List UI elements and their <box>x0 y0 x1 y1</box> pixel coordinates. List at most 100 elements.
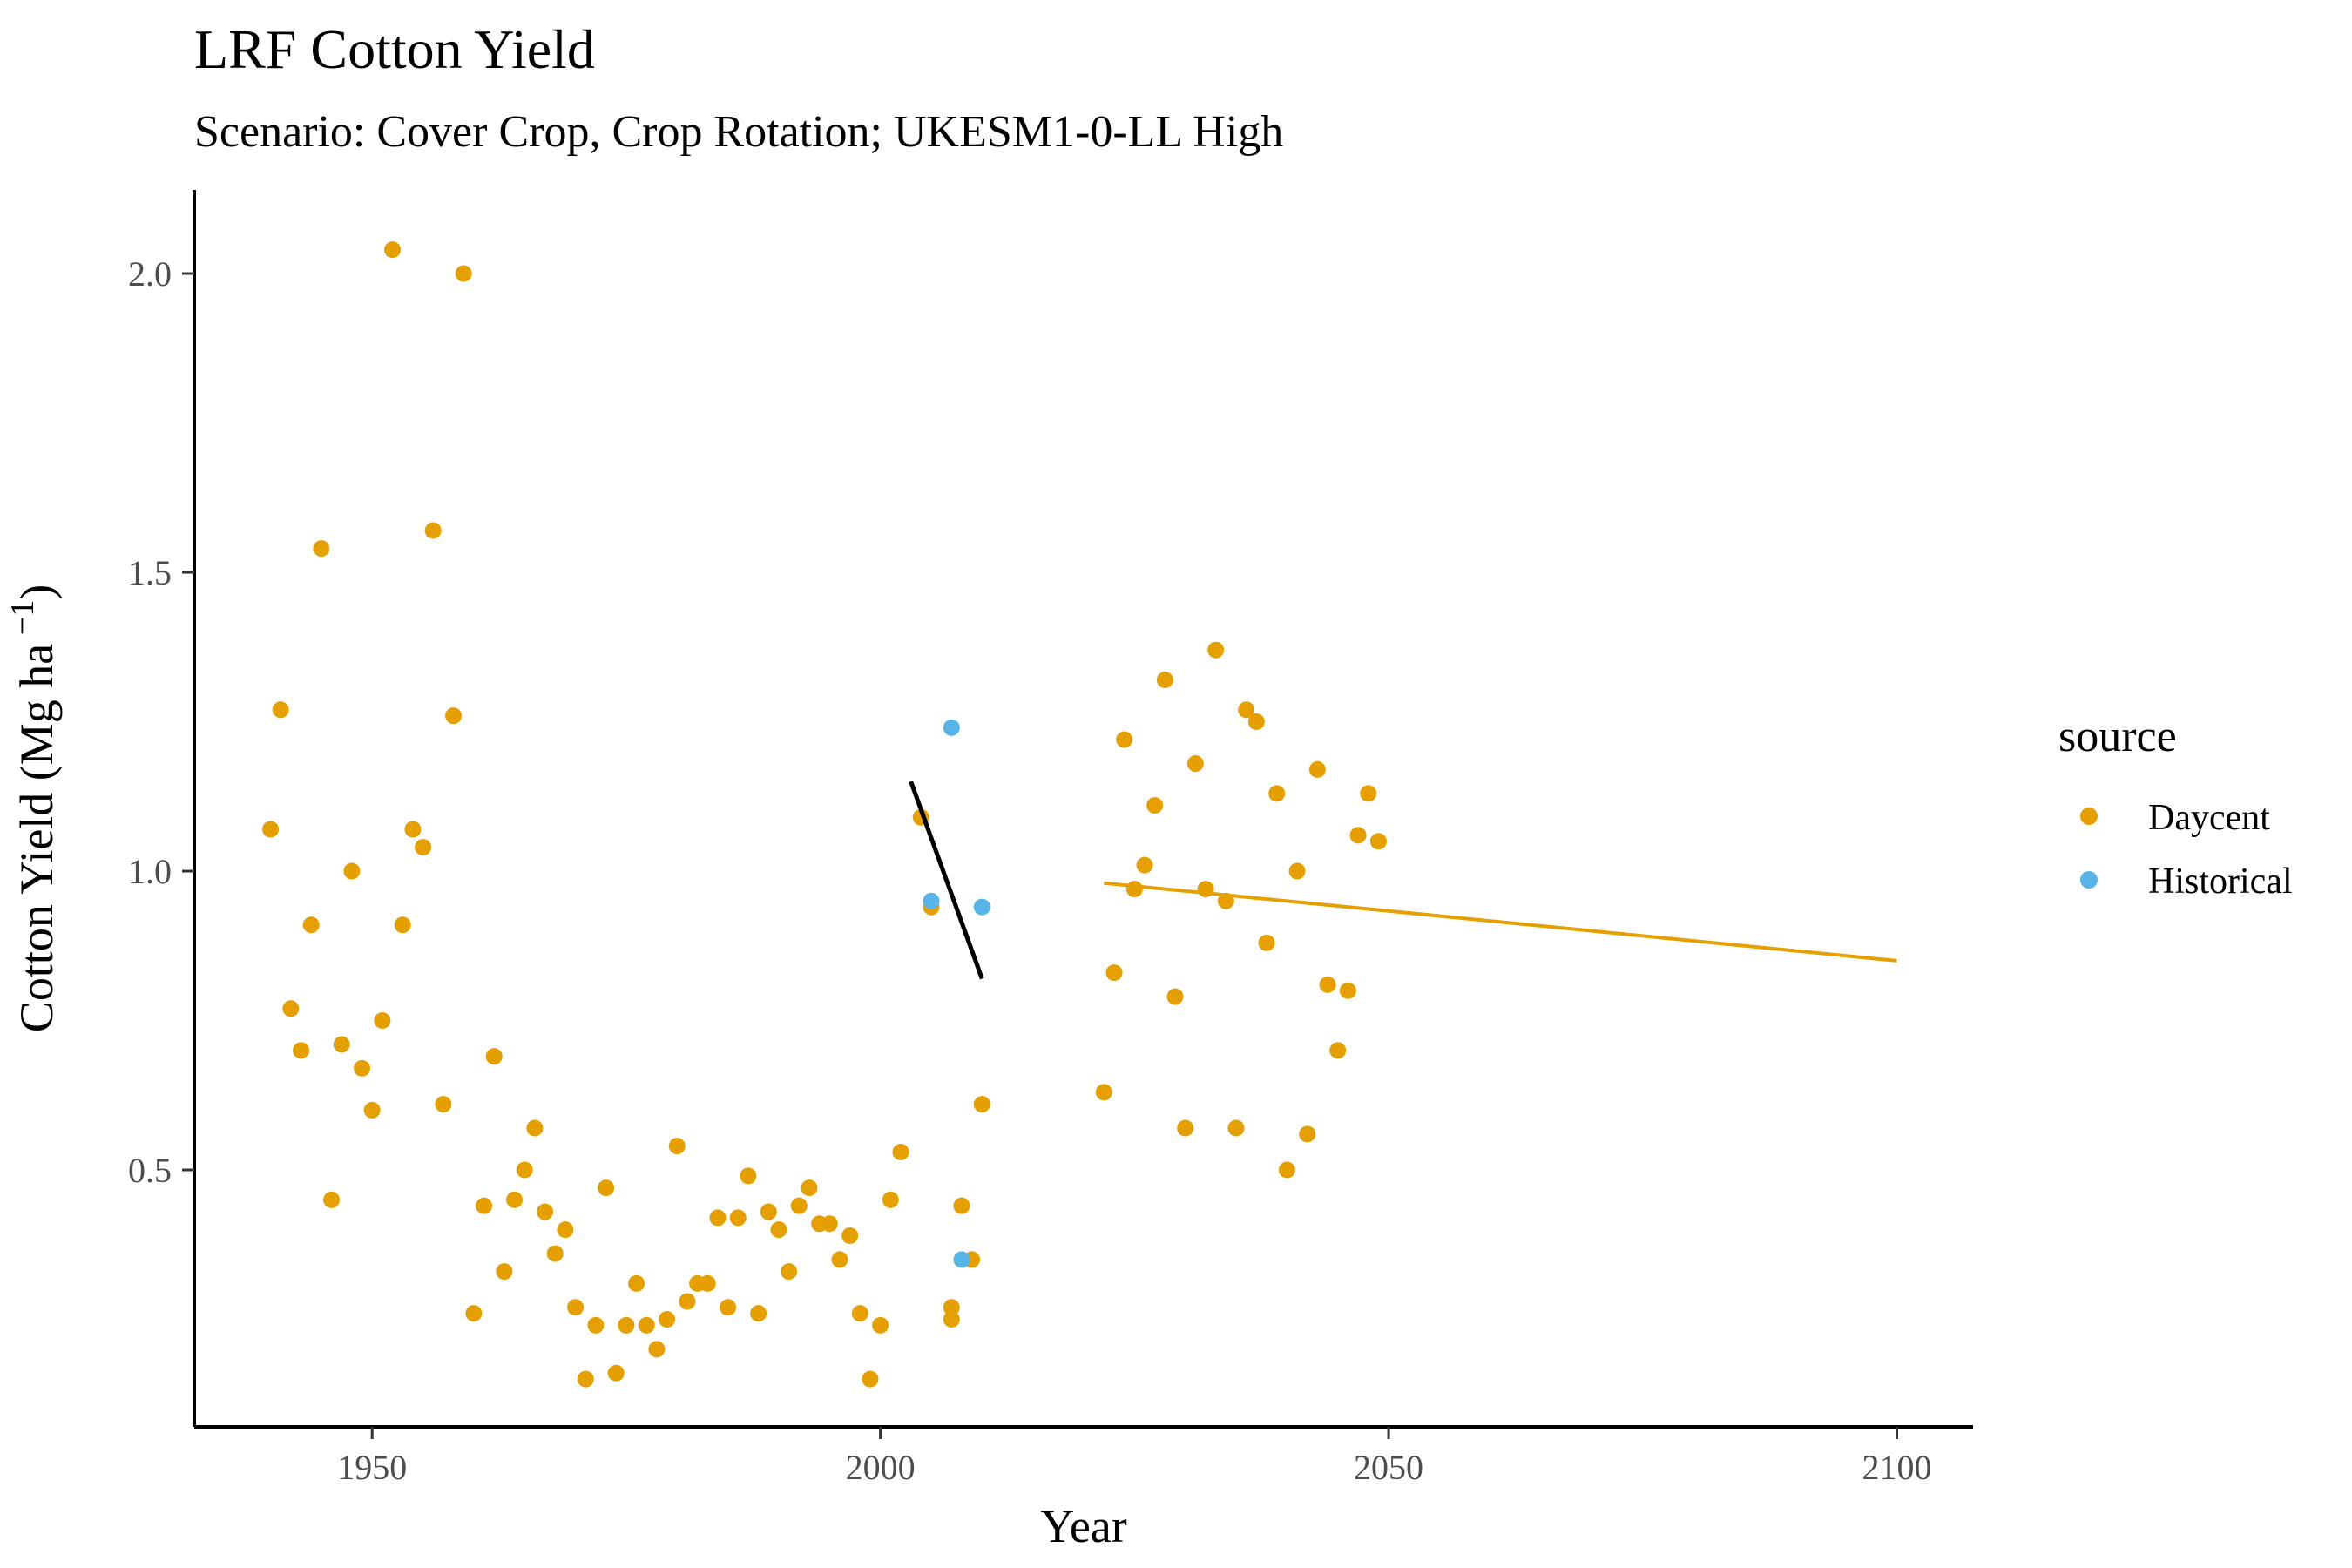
point-daycent <box>476 1197 493 1214</box>
point-daycent <box>415 839 432 856</box>
x-axis-title: Year <box>1040 1500 1127 1552</box>
y-tick-label: 1.5 <box>128 553 172 592</box>
point-historical <box>923 892 940 909</box>
chart-title: LRF Cotton Yield <box>194 18 595 80</box>
point-daycent <box>1349 827 1367 844</box>
point-daycent <box>750 1305 767 1322</box>
point-daycent <box>1156 672 1173 689</box>
point-daycent <box>435 1096 452 1113</box>
point-daycent <box>1238 701 1255 719</box>
point-daycent <box>841 1227 859 1244</box>
y-tick-label: 0.5 <box>128 1151 172 1190</box>
point-daycent <box>1105 964 1123 982</box>
point-daycent <box>892 1143 909 1160</box>
point-daycent <box>485 1048 503 1065</box>
point-daycent <box>831 1251 848 1268</box>
point-daycent <box>262 821 280 838</box>
chart-subtitle: Scenario: Cover Crop, Crop Rotation; UKE… <box>194 107 1283 157</box>
legend-label-daycent: Daycent <box>2148 798 2270 838</box>
point-daycent <box>323 1191 341 1208</box>
x-tick-label: 2050 <box>1354 1448 1423 1487</box>
trend-line-historical <box>909 781 984 980</box>
point-daycent <box>801 1179 818 1197</box>
x-tick-label: 2100 <box>1862 1448 1931 1487</box>
point-daycent <box>1247 713 1265 731</box>
point-daycent <box>302 916 320 934</box>
point-daycent <box>282 1000 300 1017</box>
point-daycent <box>465 1305 483 1322</box>
point-daycent <box>1329 1042 1347 1059</box>
point-daycent <box>821 1215 838 1233</box>
y-axis-title-close: ) <box>10 585 63 600</box>
point-daycent <box>1319 976 1336 993</box>
point-daycent <box>557 1221 574 1239</box>
point-daycent <box>851 1305 868 1322</box>
y-tick-label: 2.0 <box>128 254 172 294</box>
point-historical <box>973 898 990 916</box>
point-daycent <box>1207 641 1225 659</box>
point-daycent <box>943 1311 960 1328</box>
point-daycent <box>648 1341 666 1358</box>
trend-line-daycent <box>1104 881 1897 963</box>
point-daycent <box>1369 833 1387 850</box>
point-daycent <box>333 1036 350 1053</box>
point-daycent <box>363 1101 381 1119</box>
point-daycent <box>1186 755 1204 773</box>
point-daycent <box>496 1263 513 1281</box>
point-daycent <box>1177 1119 1194 1137</box>
y-axis-title-main: Cotton Yield (Mg ha <box>10 644 63 1033</box>
point-daycent <box>1288 862 1306 880</box>
point-daycent <box>943 1299 960 1316</box>
point-daycent <box>953 1197 970 1214</box>
point-daycent <box>537 1203 554 1220</box>
point-daycent <box>1125 881 1143 898</box>
plot-area <box>262 241 1897 1388</box>
point-daycent <box>770 1221 787 1239</box>
point-daycent <box>720 1299 737 1316</box>
point-daycent <box>567 1299 585 1316</box>
point-daycent <box>1360 785 1377 802</box>
point-daycent <box>679 1293 696 1310</box>
point-daycent <box>587 1316 605 1334</box>
point-daycent <box>343 862 361 880</box>
legend-key-historical <box>2080 871 2098 889</box>
point-daycent <box>628 1274 645 1292</box>
point-daycent <box>424 522 442 539</box>
x-tick-label: 2000 <box>846 1448 916 1487</box>
point-daycent <box>506 1191 524 1208</box>
point-daycent <box>1339 982 1356 999</box>
point-daycent <box>374 1012 391 1030</box>
point-daycent <box>577 1370 594 1388</box>
point-daycent <box>709 1209 727 1227</box>
point-daycent <box>699 1274 716 1292</box>
point-daycent <box>872 1316 889 1334</box>
point-daycent <box>882 1191 899 1208</box>
point-daycent <box>862 1370 879 1388</box>
y-axis-title: Cotton Yield (Mg ha −1) <box>4 585 63 1032</box>
y-tick-label: 1.0 <box>128 852 172 891</box>
point-historical <box>953 1251 970 1268</box>
x-tick-label: 1950 <box>337 1448 407 1487</box>
point-daycent <box>973 1096 990 1113</box>
point-daycent <box>1268 785 1286 802</box>
point-daycent <box>313 540 330 558</box>
point-daycent <box>546 1245 564 1262</box>
point-daycent <box>1227 1119 1245 1137</box>
point-daycent <box>526 1119 544 1137</box>
point-daycent <box>293 1042 310 1059</box>
point-daycent <box>354 1059 371 1077</box>
legend-key-daycent <box>2080 808 2098 825</box>
legend-label-historical: Historical <box>2148 862 2293 902</box>
point-daycent <box>1116 731 1133 748</box>
point-daycent <box>790 1197 808 1214</box>
point-daycent <box>1146 797 1164 814</box>
point-daycent <box>781 1263 798 1281</box>
point-daycent <box>729 1209 747 1227</box>
point-daycent <box>1095 1084 1112 1101</box>
axes: 1950 2000 2050 2100 0.5 1.0 1.5 2.0 <box>128 254 1931 1487</box>
point-daycent <box>394 916 411 934</box>
point-daycent <box>516 1161 533 1179</box>
legend: source Daycent Historical <box>2058 712 2293 902</box>
y-axis-title-exponent: −1 <box>4 600 41 644</box>
